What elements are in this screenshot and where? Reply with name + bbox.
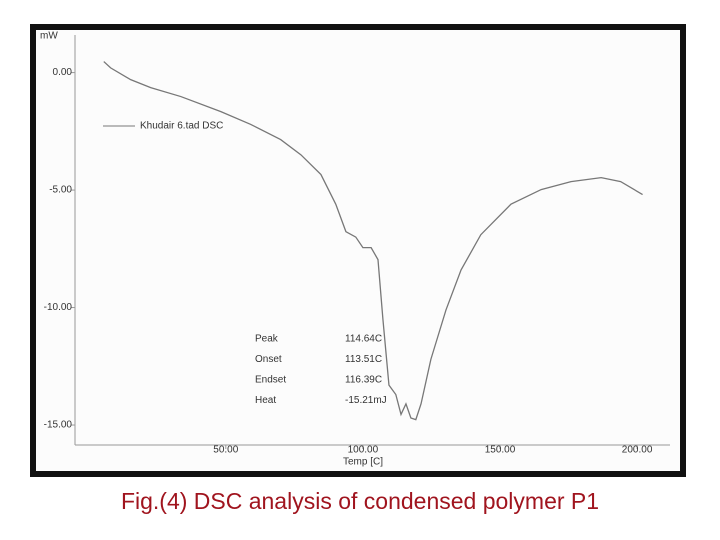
chart: mW Temp [C] 0.00 -5.00 -10.00 -15.00 50.00 10… — [30, 24, 686, 477]
x-tick-label: 150.00 — [485, 445, 516, 456]
annotation-label: Onset — [255, 354, 282, 365]
y-tick-label: -5.00 — [49, 185, 72, 196]
annotation-label: Heat — [255, 395, 276, 406]
annotation-value: 116.39C — [345, 375, 382, 386]
annotation-value: -15.21mJ — [345, 395, 387, 406]
x-axis-label: Temp [C] — [343, 457, 383, 468]
caption: Fig.(4) DSC analysis of condensed polyme… — [120, 488, 600, 514]
x-tick-label: 200.00 — [622, 445, 653, 456]
x-tick-label: 100.00 — [348, 445, 379, 456]
dsc-curve — [103, 61, 643, 421]
annotation-value: 113.51C — [345, 354, 382, 365]
y-tick-label: -15.00 — [44, 420, 73, 431]
annotation-label: Peak — [255, 334, 279, 345]
x-tick-label: 50.00 — [213, 445, 238, 456]
y-axis-label: mW — [40, 31, 58, 42]
y-tick-label: -10.00 — [44, 302, 73, 313]
frame — [30, 24, 686, 477]
annotation-label: Endset — [255, 375, 286, 386]
annotation-value: 114.64C — [345, 334, 382, 345]
legend-label: Khudair 6.tad DSC — [140, 121, 223, 132]
y-tick-label: 0.00 — [53, 67, 73, 78]
